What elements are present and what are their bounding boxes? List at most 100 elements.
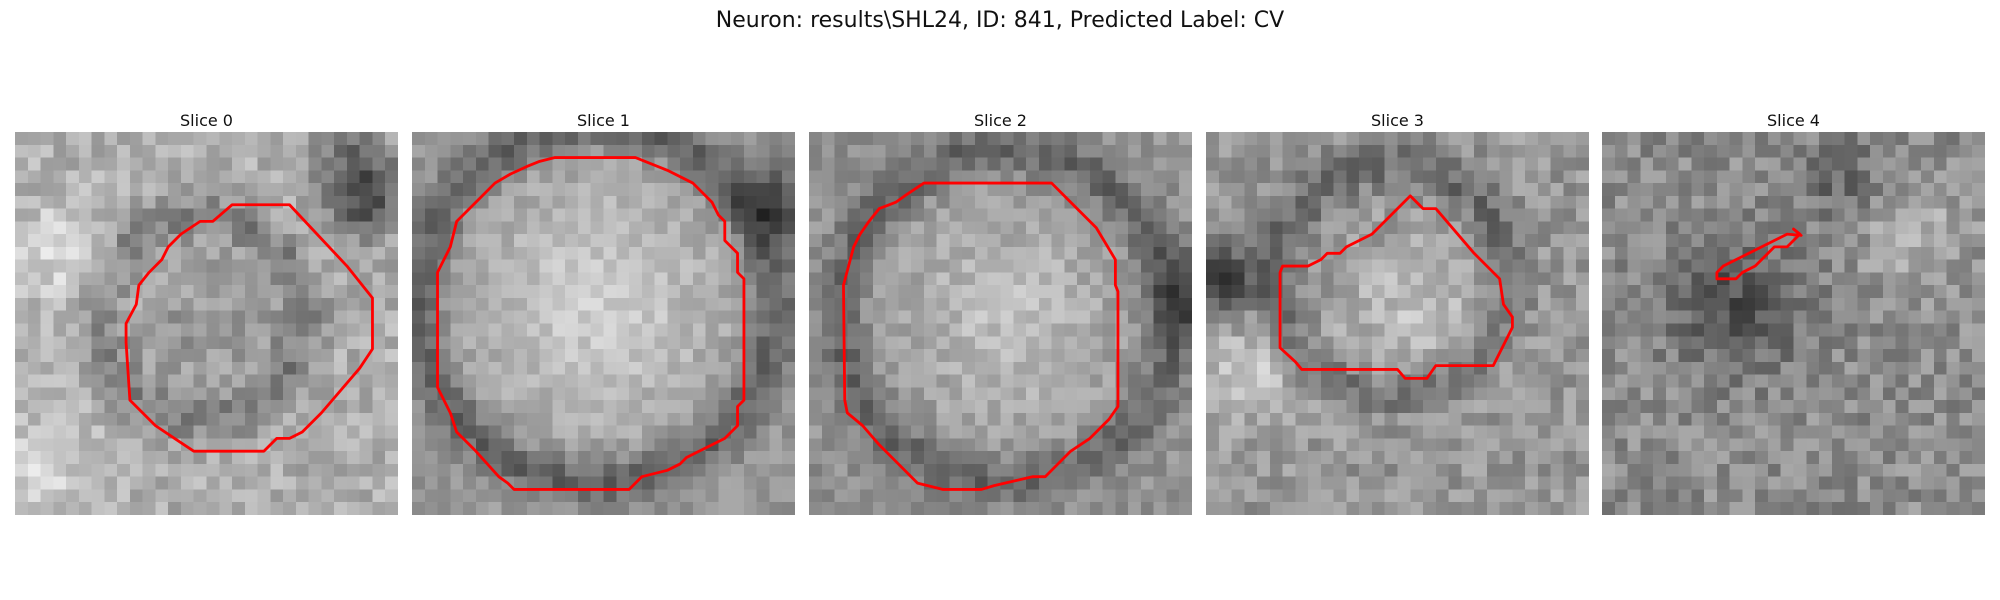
pixel bbox=[1206, 400, 1220, 414]
pixel bbox=[1038, 297, 1052, 311]
pixel bbox=[680, 285, 694, 299]
pixel bbox=[731, 349, 745, 363]
pixel bbox=[539, 297, 553, 311]
pixel bbox=[1244, 489, 1258, 503]
pixel bbox=[1665, 234, 1679, 248]
pixel bbox=[1665, 489, 1679, 503]
pixel bbox=[1844, 489, 1858, 503]
pixel bbox=[1653, 400, 1667, 414]
pixel bbox=[1640, 144, 1654, 158]
pixel bbox=[782, 183, 795, 197]
pixel bbox=[1908, 144, 1922, 158]
pixel bbox=[872, 221, 886, 235]
pixel bbox=[667, 412, 681, 426]
pixel bbox=[257, 463, 271, 477]
pixel bbox=[1576, 323, 1589, 337]
pixel bbox=[1166, 476, 1180, 490]
pixel bbox=[1448, 157, 1462, 171]
pixel bbox=[244, 272, 258, 286]
pixel bbox=[78, 361, 92, 375]
pixel bbox=[949, 336, 963, 350]
pixel bbox=[1602, 502, 1616, 515]
pixel bbox=[1435, 349, 1449, 363]
pixel bbox=[1742, 285, 1756, 299]
pixel bbox=[270, 400, 284, 414]
pixel bbox=[1844, 451, 1858, 465]
pixel bbox=[1218, 361, 1232, 375]
pixel bbox=[1870, 451, 1884, 465]
pixel bbox=[206, 412, 220, 426]
pixel bbox=[782, 336, 795, 350]
pixel bbox=[565, 272, 579, 286]
pixel bbox=[359, 374, 373, 388]
pixel bbox=[1870, 336, 1884, 350]
pixel bbox=[1908, 246, 1922, 260]
pixel bbox=[1218, 502, 1232, 515]
pixel bbox=[450, 310, 464, 324]
pixel bbox=[1206, 272, 1220, 286]
pixel bbox=[1972, 310, 1985, 324]
pixel bbox=[1359, 310, 1373, 324]
pixel bbox=[1499, 157, 1513, 171]
pixel bbox=[1755, 195, 1769, 209]
pixel bbox=[923, 272, 937, 286]
pixel bbox=[1831, 323, 1845, 337]
pixel bbox=[206, 502, 220, 515]
pixel bbox=[821, 208, 835, 222]
pixel bbox=[1653, 297, 1667, 311]
pixel bbox=[974, 361, 988, 375]
pixel bbox=[577, 349, 591, 363]
pixel bbox=[1933, 157, 1947, 171]
pixel bbox=[974, 170, 988, 184]
pixel bbox=[756, 476, 770, 490]
pixel bbox=[501, 323, 515, 337]
pixel bbox=[1653, 208, 1667, 222]
pixel bbox=[526, 221, 540, 235]
pixel bbox=[155, 387, 169, 401]
pixel bbox=[552, 132, 566, 146]
pixel bbox=[1410, 310, 1424, 324]
pixel bbox=[501, 297, 515, 311]
pixel bbox=[359, 310, 373, 324]
pixel bbox=[809, 336, 823, 350]
pixel bbox=[1140, 195, 1154, 209]
pixel bbox=[911, 259, 925, 273]
pixel bbox=[1921, 144, 1935, 158]
pixel bbox=[346, 170, 360, 184]
pixel bbox=[526, 208, 540, 222]
pixel bbox=[1665, 310, 1679, 324]
pixel bbox=[526, 374, 540, 388]
pixel bbox=[91, 246, 105, 260]
pixel bbox=[40, 310, 54, 324]
pixel bbox=[206, 246, 220, 260]
pixel bbox=[1140, 412, 1154, 426]
pixel bbox=[27, 451, 41, 465]
pixel bbox=[974, 208, 988, 222]
pixel bbox=[1257, 170, 1271, 184]
pixel bbox=[1269, 157, 1283, 171]
pixel bbox=[1089, 361, 1103, 375]
pixel bbox=[1333, 157, 1347, 171]
pixel bbox=[168, 170, 182, 184]
pixel bbox=[129, 438, 143, 452]
pixel bbox=[1089, 310, 1103, 324]
pixel bbox=[1320, 476, 1334, 490]
pixel bbox=[142, 310, 156, 324]
pixel bbox=[847, 336, 861, 350]
pixel bbox=[616, 336, 630, 350]
pixel bbox=[514, 349, 528, 363]
pixel bbox=[1857, 425, 1871, 439]
pixel bbox=[1153, 412, 1167, 426]
pixel bbox=[1077, 272, 1091, 286]
pixel bbox=[1767, 132, 1781, 146]
pixel bbox=[1780, 272, 1794, 286]
pixel bbox=[308, 297, 322, 311]
pixel bbox=[1780, 425, 1794, 439]
pixel bbox=[1435, 183, 1449, 197]
pixel bbox=[1665, 195, 1679, 209]
pixel bbox=[1371, 476, 1385, 490]
pixel bbox=[1959, 489, 1973, 503]
pixel bbox=[1435, 259, 1449, 273]
pixel bbox=[66, 502, 80, 515]
pixel bbox=[565, 451, 579, 465]
